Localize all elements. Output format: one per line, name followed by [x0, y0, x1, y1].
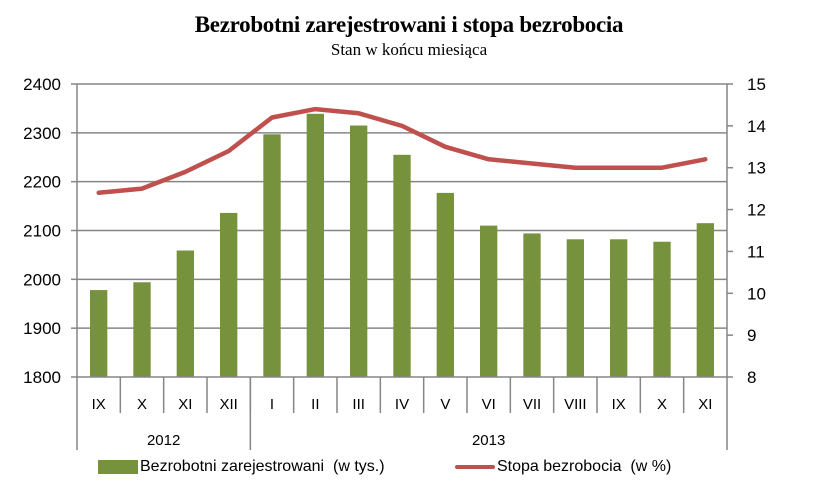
bar-series [90, 113, 714, 377]
category-label: I [270, 396, 274, 413]
legend-label-line: Stopa bezrobocia (w %) [497, 458, 672, 475]
bar [306, 113, 324, 377]
right-axis-tick-label: 15 [747, 75, 766, 94]
category-label: III [352, 396, 365, 413]
left-axis-tick-label: 1800 [23, 368, 61, 387]
left-axis-tick-label: 2300 [23, 124, 61, 143]
category-label: VI [482, 396, 496, 413]
bar [220, 212, 238, 377]
bar [480, 225, 498, 377]
bar [263, 134, 281, 377]
category-label: IX [92, 396, 106, 413]
legend-label-bars: Bezrobotni zarejestrowani (w tys.) [140, 458, 385, 475]
bar [176, 250, 194, 377]
category-label: IV [395, 396, 409, 413]
line-series [96, 106, 708, 196]
legend-item-line: Stopa bezrobocia (w %) [455, 458, 671, 476]
bar [523, 233, 541, 377]
category-label: VIII [564, 396, 587, 413]
category-label: XII [219, 396, 237, 413]
right-axis-tick-label: 13 [747, 159, 766, 178]
bar-swatch-icon [98, 460, 138, 474]
category-label: X [657, 396, 667, 413]
line-swatch-icon [455, 465, 495, 469]
category-label: IX [612, 396, 626, 413]
category-label: XI [178, 396, 192, 413]
axis-labels: 1800 1900 2000 2100 2200 2300 2400 8 9 10 11 12 13 14… [23, 75, 766, 449]
rate-line [96, 106, 708, 196]
category-label: XI [698, 396, 712, 413]
bar [436, 192, 454, 377]
right-axis-tick-label: 12 [747, 201, 766, 220]
bar [90, 290, 108, 377]
chart-title: Bezrobotni zarejestrowani i stopa bezrob… [194, 12, 624, 37]
left-axis-tick-label: 2000 [23, 270, 61, 289]
right-axis-tick-label: 9 [747, 326, 756, 345]
right-axis-tick-label: 14 [747, 117, 766, 136]
right-axis-tick-label: 8 [747, 368, 756, 387]
legend-item-bars: Bezrobotni zarejestrowani (w tys.) [98, 458, 385, 476]
bar [566, 239, 584, 377]
bar [696, 223, 714, 377]
right-axis-tick-label: 10 [747, 284, 766, 303]
category-label: VII [523, 396, 541, 413]
bar [610, 239, 628, 377]
left-axis-tick-label: 1900 [23, 319, 61, 338]
year-label: 2012 [147, 432, 180, 449]
bar [350, 125, 368, 377]
left-axis-tick-label: 2400 [23, 75, 61, 94]
category-label: V [440, 396, 450, 413]
category-label: X [137, 396, 147, 413]
right-axis-tick-label: 11 [747, 242, 765, 261]
bar [653, 241, 671, 377]
category-label: II [311, 396, 319, 413]
year-label: 2013 [472, 432, 505, 449]
bar [393, 154, 411, 377]
axes [71, 83, 733, 450]
bar [133, 282, 151, 377]
left-axis-tick-label: 2200 [23, 173, 61, 192]
chart-subtitle: Stan w końcu miesiąca [330, 40, 488, 59]
left-axis-tick-label: 2100 [23, 222, 61, 241]
